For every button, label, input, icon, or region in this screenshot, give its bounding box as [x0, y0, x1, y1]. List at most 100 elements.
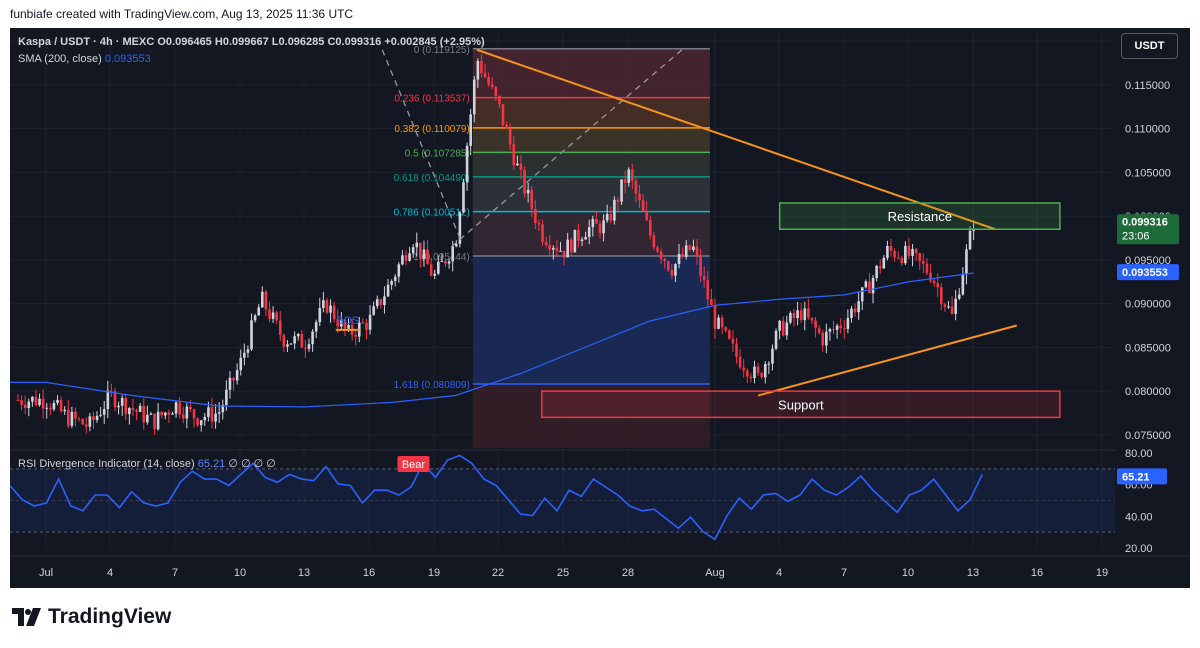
symbol-label[interactable]: Kaspa / USDT · 4h · MEXC [18, 36, 155, 48]
candle-body [146, 414, 149, 423]
rsi-label: RSI Divergence Indicator (14, close) [18, 458, 195, 470]
candle-body [185, 406, 189, 419]
footer-brand[interactable]: TradingView [12, 605, 171, 629]
candle-body [38, 398, 41, 405]
candle-body [587, 227, 591, 237]
candle-body [720, 317, 724, 328]
time-tick-label: 25 [557, 567, 569, 579]
currency-button[interactable]: USDT [1121, 33, 1178, 59]
candle-body [124, 397, 128, 415]
candle-body [842, 328, 846, 330]
candle-body [454, 243, 458, 247]
candle-body [480, 60, 483, 74]
candle-body [415, 242, 419, 248]
candle-body [465, 145, 469, 183]
candle-body [864, 281, 868, 288]
high-label: H [214, 36, 223, 48]
candle-body [713, 305, 717, 329]
candle-body [753, 366, 756, 378]
candle-body [756, 366, 760, 373]
candle-body [950, 306, 954, 314]
fib-zone [472, 127, 710, 153]
chart-panel[interactable]: 0 (0.119125) 0.236 (0.113537) 0.382 (0.110… [10, 28, 1190, 588]
candle-body [922, 260, 925, 264]
candle-body [160, 411, 164, 416]
candle-body [332, 305, 336, 320]
candle-body [368, 314, 372, 330]
price-tick-label: 0.090000 [1125, 299, 1171, 311]
candle-body [652, 235, 656, 248]
candle-body [559, 250, 562, 252]
candle-body [120, 397, 124, 406]
rsi-tick-label: 20.00 [1125, 543, 1153, 555]
candle-body [763, 364, 767, 378]
candle-body [167, 412, 171, 415]
candle-body [365, 322, 368, 330]
price-tick-label: 0.115000 [1125, 80, 1170, 92]
time-tick-label: Aug [705, 567, 725, 579]
candle-body [620, 179, 623, 202]
candle-body [534, 208, 537, 223]
rsi-legend[interactable]: RSI Divergence Indicator (14, close) 65.… [18, 457, 276, 470]
candle-body [562, 250, 566, 258]
candle-body [623, 179, 627, 183]
candle-body [889, 246, 893, 252]
candles-layer [16, 54, 975, 435]
change-value: +0.002845 (+2.95%) [384, 36, 485, 48]
candle-body [728, 330, 731, 339]
fib-label-0.618: 0.618 (0.104490) [394, 173, 470, 184]
candle-body [440, 261, 444, 263]
candle-body [835, 325, 839, 330]
overlay-layer: Resistance Support BOS [10, 48, 1061, 419]
candle-body [699, 255, 702, 276]
rsi-tick-label: 80.00 [1125, 448, 1153, 460]
candle-body [965, 249, 968, 275]
bear-label-bg [397, 456, 430, 472]
candle-body [192, 409, 196, 419]
candle-body [648, 219, 652, 236]
candle-body [566, 239, 569, 258]
candle-body [523, 169, 526, 194]
candle-body [135, 409, 138, 412]
time-tick-label: 10 [234, 567, 246, 579]
candle-body [832, 329, 835, 331]
fib-diagonal-dash-left [381, 49, 461, 239]
candle-body [828, 329, 832, 332]
candle-body [580, 239, 584, 242]
candle-body [74, 411, 77, 419]
candle-body [275, 312, 278, 321]
candle-body [569, 239, 573, 253]
price-axis-bg [1115, 28, 1190, 588]
candle-body [749, 376, 753, 378]
fib-label-0.236: 0.236 (0.113537) [394, 94, 469, 105]
candle-body [181, 414, 185, 419]
candle-body [803, 308, 807, 321]
candle-body [325, 300, 329, 313]
price-tick-label: 0.075000 [1125, 430, 1171, 442]
candle-body [250, 320, 253, 350]
candle-body [939, 287, 943, 305]
candle-body [544, 242, 548, 246]
candle-body [92, 416, 95, 421]
fib-label-0.382: 0.382 (0.110079) [394, 124, 469, 135]
candle-body [271, 312, 275, 319]
chart-canvas[interactable]: 0 (0.119125) 0.236 (0.113537) 0.382 (0.110… [10, 28, 1190, 588]
candle-body [293, 336, 296, 344]
candle-body [907, 245, 911, 256]
candle-body [174, 402, 178, 414]
candle-body [401, 255, 404, 265]
open-value: 0.096465 [165, 36, 212, 48]
candle-body [322, 300, 325, 308]
candle-body [792, 313, 796, 319]
high-value: 0.099667 [222, 36, 269, 48]
candle-body [663, 258, 666, 262]
candle-body [178, 402, 181, 415]
candle-body [609, 214, 613, 221]
last-price-countdown: 23:06 [1122, 230, 1150, 242]
price-tick-label: 0.110000 [1125, 124, 1170, 136]
sma-legend[interactable]: SMA (200, close) 0.093553 [18, 53, 151, 65]
candle-body [232, 377, 235, 381]
time-tick-label: 13 [298, 567, 310, 579]
candle-body [239, 357, 243, 371]
time-tick-label: 19 [1096, 567, 1108, 579]
